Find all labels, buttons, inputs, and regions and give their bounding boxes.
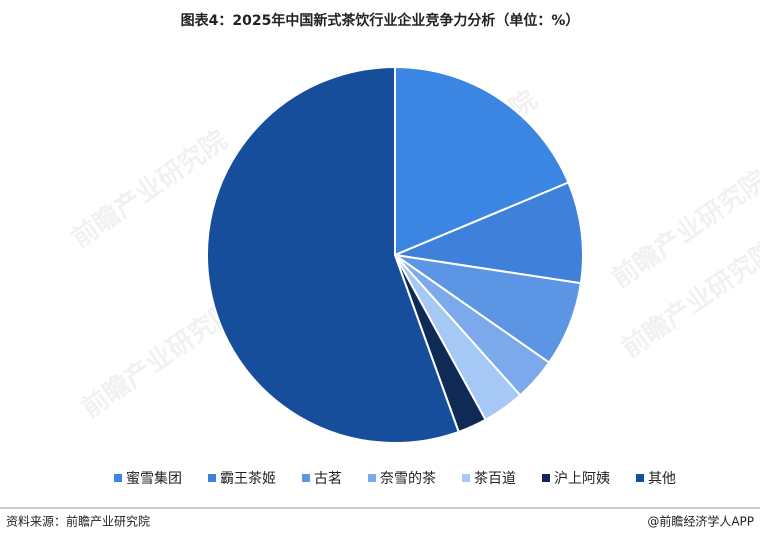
legend-swatch xyxy=(542,474,550,482)
legend-swatch xyxy=(462,474,470,482)
pie xyxy=(206,65,584,444)
pie-slice xyxy=(206,65,460,444)
legend-label: 沪上阿姨 xyxy=(554,471,610,487)
pie-slice xyxy=(391,181,584,285)
legend-label: 奈雪的茶 xyxy=(380,471,436,487)
legend-swatch xyxy=(114,474,122,482)
legend-label: 其他 xyxy=(648,471,676,487)
legend-label: 茶百道 xyxy=(474,471,516,487)
legend-swatch xyxy=(302,474,310,482)
legend-swatch xyxy=(636,474,644,482)
credit: @前瞻经济学人APP xyxy=(647,514,754,529)
legend-label: 霸王茶姬 xyxy=(220,471,276,487)
pie-slice xyxy=(394,65,570,257)
source: 资料来源：前瞻产业研究院 xyxy=(6,514,150,529)
legend: 蜜雪集团 霸王茶姬 古茗 奈雪的茶 茶百道 沪上阿姨 其他 xyxy=(114,470,676,487)
chart-title: 图表4：2025年中国新式茶饮行业企业竞争力分析（单位：%） xyxy=(181,12,580,29)
legend-swatch xyxy=(368,474,376,482)
legend-label: 古茗 xyxy=(314,471,342,487)
legend-swatch xyxy=(208,474,216,482)
legend-label: 蜜雪集团 xyxy=(126,470,182,487)
